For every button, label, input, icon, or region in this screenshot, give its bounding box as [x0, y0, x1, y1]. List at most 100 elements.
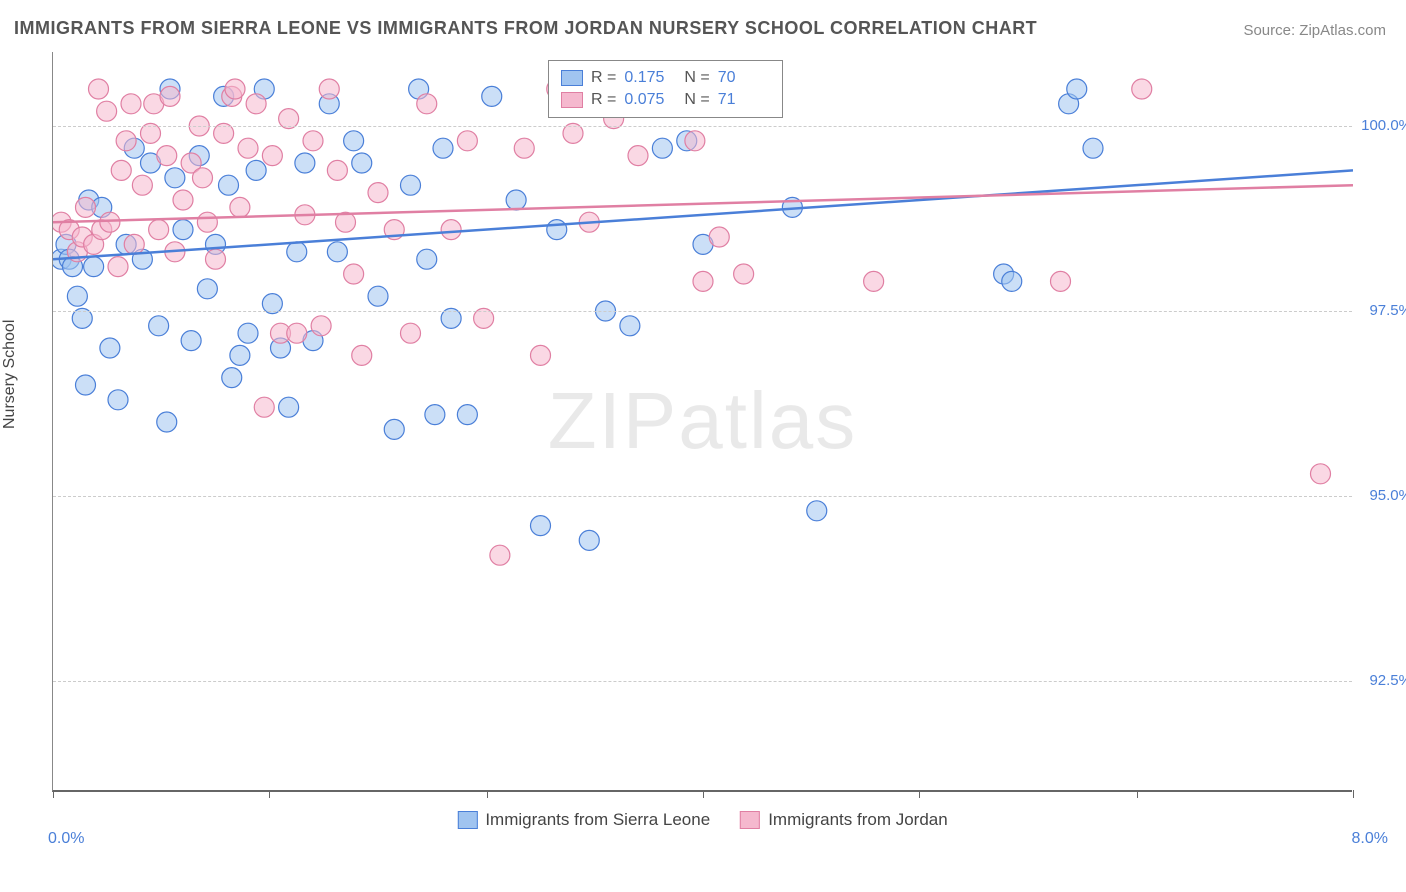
data-point — [76, 197, 96, 217]
data-point — [344, 131, 364, 151]
data-point — [1067, 79, 1087, 99]
data-point — [254, 397, 274, 417]
data-point — [149, 220, 169, 240]
ytick-label: 100.0% — [1361, 117, 1406, 134]
data-point — [693, 271, 713, 291]
data-point — [89, 79, 109, 99]
data-point — [352, 345, 372, 365]
data-point — [864, 271, 884, 291]
data-point — [97, 101, 117, 121]
data-point — [368, 183, 388, 203]
data-point — [384, 419, 404, 439]
data-point — [157, 412, 177, 432]
data-point — [230, 345, 250, 365]
data-point — [165, 168, 185, 188]
data-point — [319, 79, 339, 99]
data-point — [197, 212, 217, 232]
data-point — [433, 138, 453, 158]
data-point — [246, 94, 266, 114]
data-point — [514, 138, 534, 158]
data-point — [219, 175, 239, 195]
r-value-pink: 0.075 — [624, 91, 676, 109]
data-point — [547, 220, 567, 240]
gridline-h — [53, 311, 1352, 312]
data-point — [160, 86, 180, 106]
legend-item-pink: Immigrants from Jordan — [740, 810, 948, 830]
data-point — [108, 257, 128, 277]
xtick-mark — [269, 790, 270, 798]
xtick-mark — [1353, 790, 1354, 798]
n-value-blue: 70 — [718, 69, 770, 87]
data-point — [417, 94, 437, 114]
data-point — [84, 257, 104, 277]
swatch-blue-icon — [561, 70, 583, 86]
xtick-mark — [487, 790, 488, 798]
gridline-h — [53, 126, 1352, 127]
data-point — [531, 345, 551, 365]
r-label: R = — [591, 91, 616, 109]
data-point — [303, 131, 323, 151]
data-point — [116, 131, 136, 151]
data-point — [222, 368, 242, 388]
y-axis-label: Nursery School — [1, 320, 19, 429]
data-point — [67, 286, 87, 306]
data-point — [401, 323, 421, 343]
legend-row-pink: R = 0.075 N = 71 — [561, 89, 770, 111]
data-point — [579, 530, 599, 550]
data-point — [425, 405, 445, 425]
data-point — [620, 316, 640, 336]
data-point — [441, 220, 461, 240]
data-point — [457, 131, 477, 151]
data-point — [197, 279, 217, 299]
data-point — [709, 227, 729, 247]
ytick-label: 92.5% — [1369, 672, 1406, 689]
data-point — [1002, 271, 1022, 291]
gridline-h — [53, 496, 1352, 497]
legend-stats: R = 0.175 N = 70 R = 0.075 N = 71 — [548, 60, 783, 118]
data-point — [173, 220, 193, 240]
data-point — [238, 138, 258, 158]
r-label: R = — [591, 69, 616, 87]
data-point — [262, 146, 282, 166]
data-point — [295, 153, 315, 173]
data-point — [685, 131, 705, 151]
data-point — [132, 175, 152, 195]
data-point — [506, 190, 526, 210]
data-point — [100, 338, 120, 358]
data-point — [652, 138, 672, 158]
data-point — [193, 168, 213, 188]
data-point — [628, 146, 648, 166]
ytick-label: 95.0% — [1369, 487, 1406, 504]
swatch-blue-icon — [457, 811, 477, 829]
data-point — [327, 160, 347, 180]
data-point — [352, 153, 372, 173]
data-point — [108, 390, 128, 410]
r-value-blue: 0.175 — [624, 69, 676, 87]
xtick-mark — [919, 790, 920, 798]
data-point — [157, 146, 177, 166]
xlabel-right: 8.0% — [1352, 830, 1388, 848]
data-point — [401, 175, 421, 195]
source-label: Source: ZipAtlas.com — [1243, 22, 1386, 39]
data-point — [230, 197, 250, 217]
data-point — [246, 160, 266, 180]
xlabel-left: 0.0% — [48, 830, 84, 884]
legend-item-blue: Immigrants from Sierra Leone — [457, 810, 710, 830]
data-point — [482, 86, 502, 106]
data-point — [344, 264, 364, 284]
data-point — [327, 242, 347, 262]
data-point — [807, 501, 827, 521]
data-point — [311, 316, 331, 336]
data-point — [457, 405, 477, 425]
data-point — [1051, 271, 1071, 291]
data-point — [1311, 464, 1331, 484]
legend-bottom: Immigrants from Sierra Leone Immigrants … — [457, 810, 947, 830]
data-point — [287, 242, 307, 262]
data-point — [111, 160, 131, 180]
data-point — [173, 190, 193, 210]
data-point — [417, 249, 437, 269]
data-point — [124, 234, 144, 254]
n-value-pink: 71 — [718, 91, 770, 109]
data-point — [1132, 79, 1152, 99]
data-point — [368, 286, 388, 306]
